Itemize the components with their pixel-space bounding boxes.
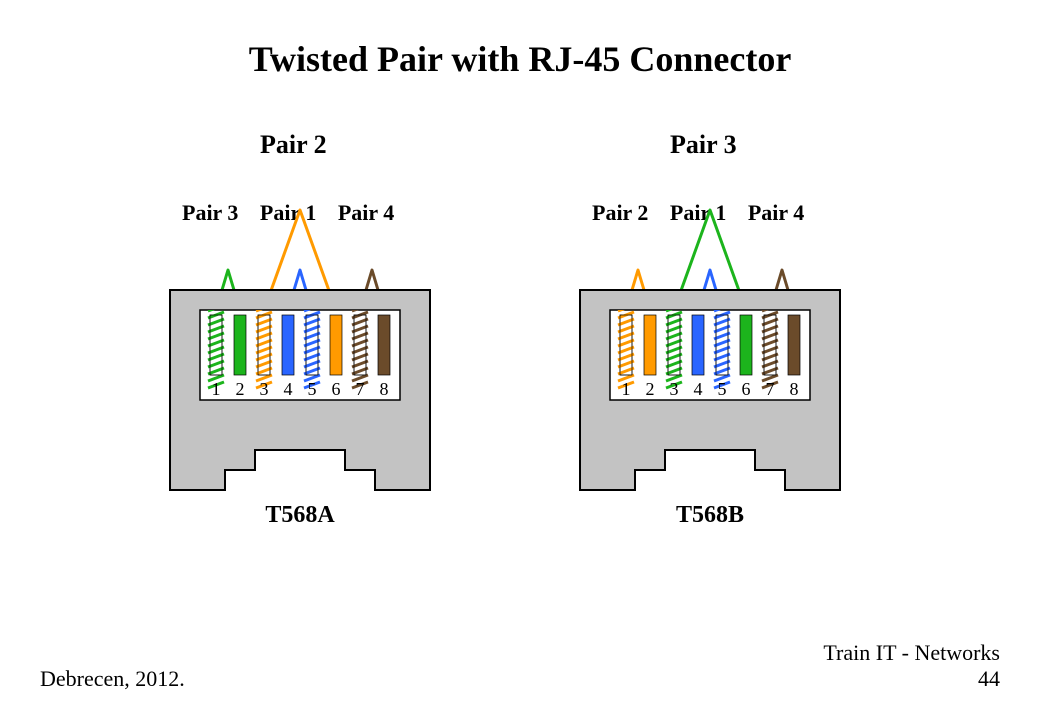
connector-t568a: 12345678 T568A: [150, 160, 450, 520]
svg-text:6: 6: [332, 379, 341, 399]
svg-text:7: 7: [356, 379, 365, 399]
svg-text:5: 5: [718, 379, 727, 399]
svg-text:1: 1: [212, 379, 221, 399]
page-title: Twisted Pair with RJ-45 Connector: [0, 38, 1040, 80]
svg-text:4: 4: [284, 379, 293, 399]
svg-text:8: 8: [380, 379, 389, 399]
footer-right-line1: Train IT - Networks: [823, 640, 1000, 665]
svg-text:6: 6: [742, 379, 751, 399]
footer-right: Train IT - Networks 44: [823, 640, 1000, 692]
connector-t568a-svg: 12345678: [150, 160, 450, 520]
pair-top-label-b: Pair 3: [670, 130, 737, 160]
svg-text:4: 4: [694, 379, 703, 399]
svg-text:2: 2: [646, 379, 655, 399]
pair-top-label-a: Pair 2: [260, 130, 327, 160]
svg-text:7: 7: [766, 379, 775, 399]
svg-text:5: 5: [308, 379, 317, 399]
svg-text:3: 3: [260, 379, 269, 399]
svg-text:8: 8: [790, 379, 799, 399]
svg-text:1: 1: [622, 379, 631, 399]
footer-left: Debrecen, 2012.: [40, 666, 185, 692]
connector-t568b: 12345678 T568B: [560, 160, 860, 520]
standard-label-a: T568A: [170, 502, 430, 529]
standard-label-b: T568B: [580, 502, 840, 529]
svg-text:2: 2: [236, 379, 245, 399]
page: Twisted Pair with RJ-45 Connector Pair 2…: [0, 0, 1040, 720]
svg-text:3: 3: [670, 379, 679, 399]
footer-right-line2: 44: [978, 666, 1000, 691]
connector-t568b-svg: 12345678: [560, 160, 860, 520]
